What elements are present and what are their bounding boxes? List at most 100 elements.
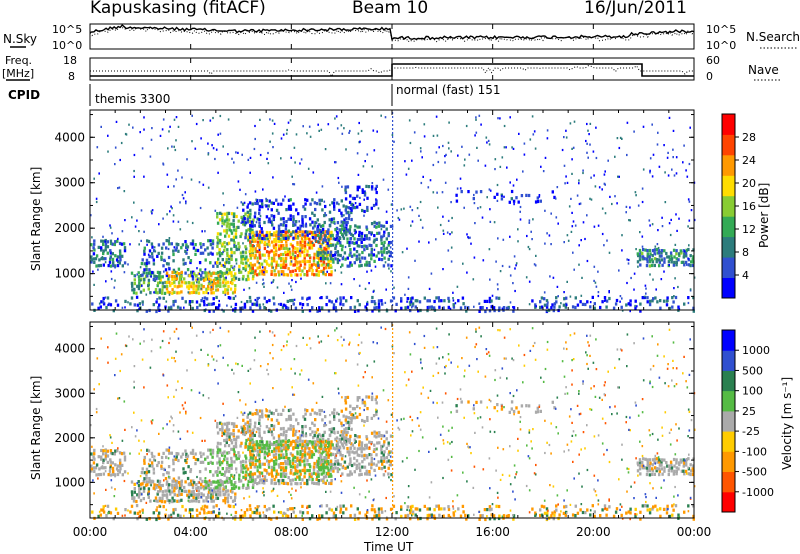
power-cell (358, 202, 362, 206)
power-cell (138, 302, 142, 306)
velocity-cell (309, 465, 312, 469)
power-scatter (158, 223, 160, 226)
power-cell (221, 218, 224, 222)
power-cell (270, 201, 273, 205)
power-cell (380, 235, 383, 239)
velocity-cell (317, 437, 320, 441)
velocity-cell (296, 446, 300, 450)
velocity-cell (290, 442, 293, 446)
power-cell (355, 250, 359, 254)
power-12ut-line (392, 208, 394, 210)
velocity-cell (197, 485, 200, 490)
power-cell (261, 205, 264, 209)
power-scatter (343, 127, 345, 130)
power-cell (488, 309, 492, 313)
power-cell (226, 253, 229, 257)
power-scatter (242, 242, 244, 245)
power-cell (233, 228, 236, 232)
velocity-cell (666, 464, 669, 468)
velocity-cell (327, 468, 330, 472)
power-scatter (258, 262, 260, 265)
velocity-cell (233, 486, 236, 490)
power-scatter (348, 131, 350, 134)
velocity-cell (400, 514, 403, 518)
power-cell (395, 302, 398, 306)
velocity-cell (303, 417, 307, 421)
power-cell (132, 291, 136, 295)
velocity-cell (299, 452, 302, 456)
velocity-scatter (384, 510, 387, 513)
power-scatter (651, 223, 654, 226)
power-scatter (487, 139, 490, 142)
velocity-cell (247, 423, 250, 427)
velocity-cell (180, 455, 183, 459)
power-cell (145, 264, 148, 268)
velocity-cell (216, 496, 220, 500)
velocity-cell (340, 424, 344, 428)
velocity-scatter (505, 357, 507, 360)
power-scatter (422, 175, 424, 178)
velocity-cell (303, 475, 306, 479)
velocity-scatter (172, 430, 175, 433)
power-cell (284, 230, 287, 235)
power-cell (361, 208, 364, 213)
velocity-cell (289, 478, 292, 483)
power-cell (258, 208, 261, 212)
velocity-scatter (546, 348, 549, 351)
power-scatter (473, 305, 475, 308)
velocity-cell (258, 445, 261, 449)
velocity-cell (317, 474, 320, 478)
velocity-cell (230, 479, 233, 484)
power-cell (323, 257, 327, 261)
velocity-cell (355, 450, 358, 454)
velocity-cell (136, 511, 139, 515)
power-scatter (107, 150, 109, 153)
power-cell (692, 260, 695, 264)
power-cell (234, 302, 238, 306)
power-cell (383, 230, 386, 234)
power-cell (230, 257, 233, 261)
velocity-cell (272, 424, 276, 428)
velocity-cell (361, 401, 364, 405)
velocity-cell (191, 448, 195, 452)
power-scatter (326, 270, 328, 273)
velocity-cell (691, 467, 694, 471)
velocity-cell (657, 460, 661, 464)
power-cell (171, 288, 174, 292)
power-scatter (442, 215, 444, 218)
power-cell (270, 259, 274, 263)
velocity-cell (555, 508, 558, 512)
power-scatter (105, 280, 107, 283)
power-cell (244, 251, 248, 255)
velocity-cell (133, 490, 136, 494)
velocity-cell (95, 473, 98, 477)
velocity-scatter (528, 457, 531, 460)
power-scatter (384, 116, 387, 119)
power-scatter (383, 225, 386, 228)
velocity-cell (543, 511, 547, 515)
power-cell (175, 271, 179, 275)
power-cell (657, 251, 661, 255)
velocity-cell (351, 416, 354, 420)
velocity-cell (601, 508, 604, 512)
velocity-cell (351, 450, 354, 454)
power-cell (240, 257, 243, 261)
velocity-cell (215, 470, 219, 474)
power-cell (222, 280, 225, 284)
power-scatter (482, 259, 485, 262)
power-scatter (563, 241, 565, 244)
velocity-cell (142, 480, 145, 484)
velocity-scatter (488, 354, 491, 357)
power-cell (593, 306, 596, 310)
power-cell (411, 302, 415, 306)
power-cell (290, 273, 293, 277)
velocity-cell (282, 511, 286, 515)
velocity-cell (93, 469, 96, 473)
velocity-cell (467, 514, 470, 518)
velocity-cell (270, 449, 274, 454)
power-cell (347, 217, 350, 221)
velocity-cell (285, 429, 288, 433)
velocity-cell (376, 441, 379, 445)
velocity-cell (373, 430, 376, 434)
power-scatter (444, 155, 446, 158)
